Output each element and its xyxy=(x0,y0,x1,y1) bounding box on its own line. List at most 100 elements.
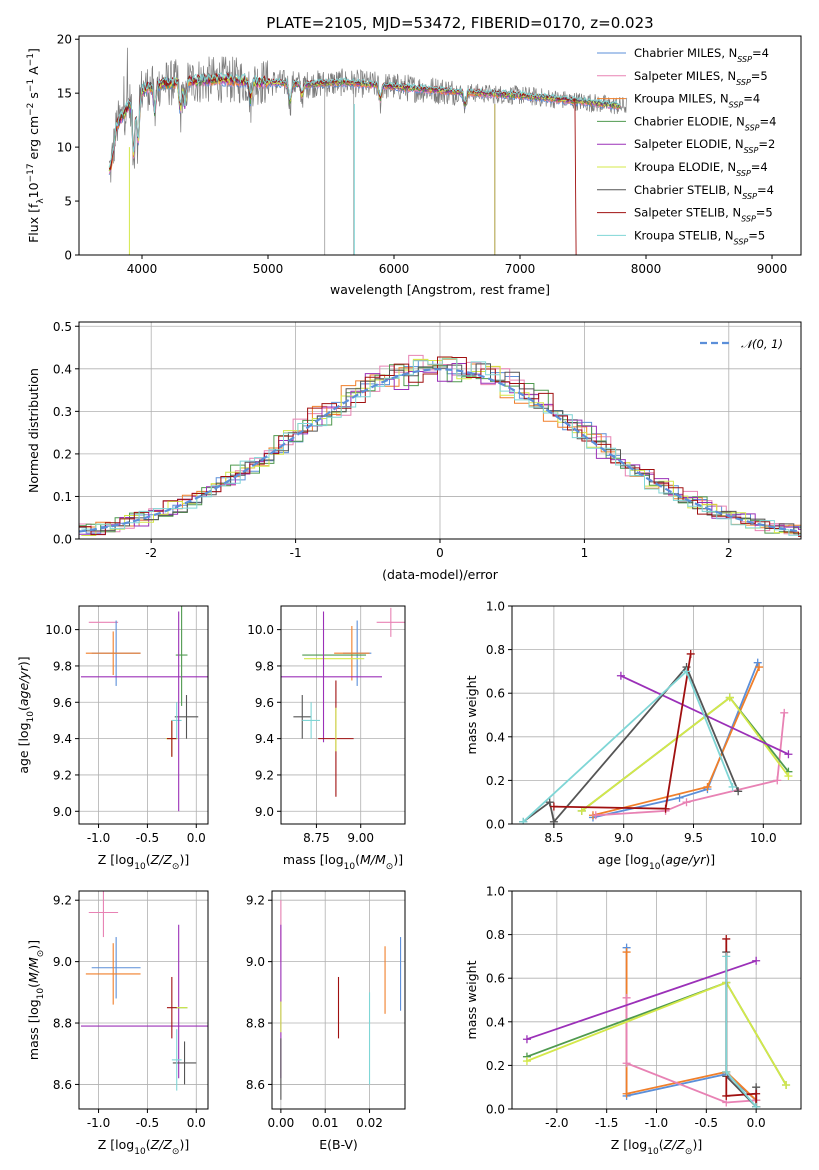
y-tick-label: 9.4 xyxy=(53,732,72,746)
y-tick-label: 9.8 xyxy=(255,659,274,673)
legend-entry: Chabrier MILES, NSSP=4 xyxy=(634,46,769,64)
y-tick-label: 0.8 xyxy=(486,928,505,942)
mass-weight-marker xyxy=(549,817,558,824)
y-tick-label: 0.4 xyxy=(53,362,72,376)
x-tick-label: -0.5 xyxy=(136,831,159,845)
y-tick-label: 0.5 xyxy=(53,320,72,334)
y-tick-label: 0.6 xyxy=(486,972,505,986)
y-tick-label: 0.1 xyxy=(53,490,72,504)
x-tick-label: -1.5 xyxy=(595,1116,618,1130)
mass-weight-marker xyxy=(577,806,586,815)
y-tick-label: 9.6 xyxy=(255,696,274,710)
spectrum-model-line xyxy=(108,72,577,255)
y-tick-label: 0.4 xyxy=(486,1015,505,1029)
mass-weight-line xyxy=(522,665,740,824)
x-tick-label: 8.75 xyxy=(303,831,330,845)
y-tick-label: 0.2 xyxy=(486,774,505,788)
age-vs-mass-points xyxy=(281,607,405,797)
observed-spectrum-line xyxy=(108,47,628,183)
residuals-xlabel: (data-model)/error xyxy=(382,567,499,582)
x-tick-label: 0.0 xyxy=(187,831,206,845)
legend-entry: Salpeter MILES, NSSP=5 xyxy=(634,69,768,87)
mass-weight-marker xyxy=(682,667,691,676)
spectrum-ylabel: Flux [fλ10−17 erg cm−2 s−1 A−1] xyxy=(26,48,46,243)
legend-entry: Chabrier ELODIE, NSSP=4 xyxy=(634,114,776,131)
x-tick-label: 4000 xyxy=(127,262,158,276)
y-tick-label: 0.0 xyxy=(53,533,72,547)
legend-entry: Kroupa ELODIE, NSSP=4 xyxy=(634,160,768,178)
mass-weight-marker xyxy=(755,663,764,672)
x-tick-label: -0.5 xyxy=(136,1116,159,1130)
mass-vs-Z-points xyxy=(80,891,208,1091)
spectrum-legend: Chabrier MILES, NSSP=4 Salpeter MILES, NS… xyxy=(597,46,776,246)
y-tick-label: 0 xyxy=(64,249,72,263)
spectrum-lines xyxy=(108,47,628,255)
residuals-ylabel: Normed distribution xyxy=(26,368,41,493)
spectrum-xlabel: wavelength [Angstrom, rest frame] xyxy=(330,282,550,297)
massweight-vs-Z-axes: -2.0 -1.5 -1.0 -0.5 0.0 0.0 0.2 0.4 0.6 0.8 1.0 xyxy=(486,885,801,1130)
mass-weight-marker xyxy=(622,993,631,1002)
x-tick-label: 10.0 xyxy=(750,831,777,845)
y-tick-label: 10 xyxy=(57,141,72,155)
y-tick-label: 9.6 xyxy=(53,696,72,710)
y-tick-label: 9.2 xyxy=(246,894,265,908)
spectrum-frame xyxy=(78,35,802,256)
x-tick-label: 0 xyxy=(436,546,444,560)
mass-weight-marker xyxy=(522,1057,531,1066)
y-tick-label: 8.6 xyxy=(53,1078,72,1092)
residual-histogram-step xyxy=(81,357,801,536)
mass-weight-line xyxy=(625,997,757,1104)
x-tick-label: 9.00 xyxy=(347,831,374,845)
spectrum-axes: 4000 5000 6000 7000 8000 9000 0 5 10 15 20 xyxy=(57,33,788,276)
residual-histograms xyxy=(79,354,801,537)
y-tick-label: 15 xyxy=(57,87,72,101)
mass-weight-marker xyxy=(728,782,737,791)
mass-weight-marker xyxy=(703,782,712,791)
age-vs-Z-points xyxy=(80,606,208,812)
x-tick-label: 0.00 xyxy=(268,1116,295,1130)
x-tick-label: 0.02 xyxy=(356,1116,383,1130)
age-vs-mass-frame xyxy=(280,605,406,825)
mass-weight-marker xyxy=(752,1089,761,1098)
mass-weight-marker xyxy=(622,948,631,957)
x-tick-label: 1 xyxy=(581,546,589,560)
y-tick-label: 9.8 xyxy=(53,659,72,673)
x-tick-label: 8.5 xyxy=(544,831,563,845)
massweight-vs-age-ylabel: mass weight xyxy=(464,675,479,754)
mass-weight-marker xyxy=(661,804,670,813)
legend-entry: Salpeter ELODIE, NSSP=2 xyxy=(634,137,775,155)
mass-weight-marker xyxy=(616,671,625,680)
gaussian-reference-line xyxy=(79,368,799,533)
age-vs-Z-xlabel: Z [log10(Z/Z⊙)] xyxy=(98,852,189,872)
massweight-vs-Z-ylabel: mass weight xyxy=(464,960,479,1039)
legend-entry: Salpeter STELIB, NSSP=5 xyxy=(634,206,773,224)
mass-weight-marker xyxy=(622,1059,631,1068)
mass-weight-marker xyxy=(753,658,762,667)
x-tick-label: -2 xyxy=(145,546,157,560)
spectrum-title: PLATE=2105, MJD=53472, FIBERID=0170, z=0… xyxy=(266,14,653,32)
mass-weight-line xyxy=(625,952,757,1101)
massweight-vs-Z-xlabel: Z [log10(Z/Z⊙)] xyxy=(611,1137,702,1157)
x-tick-label: 0.0 xyxy=(747,1116,766,1130)
massweight-vs-age-axes: 8.5 9.0 9.5 10.0 0.0 0.2 0.4 0.6 0.8 1.0 xyxy=(486,600,801,845)
mass-vs-EBV-axes: 0.00 0.01 0.02 8.6 8.8 9.0 9.2 xyxy=(246,891,405,1130)
y-tick-label: 0.0 xyxy=(486,818,505,832)
y-tick-label: 0.4 xyxy=(486,730,505,744)
y-tick-label: 8.6 xyxy=(246,1078,265,1092)
y-tick-label: 0.2 xyxy=(53,447,72,461)
mass-weight-marker xyxy=(752,956,761,965)
mass-vs-EBV-frame xyxy=(271,890,406,1110)
y-tick-label: 9.2 xyxy=(53,768,72,782)
mass-weight-marker xyxy=(752,1102,761,1109)
mass-weight-marker xyxy=(519,817,528,824)
spectrum-model-line xyxy=(108,72,621,168)
mass-weight-marker xyxy=(734,787,743,796)
mass-weight-marker xyxy=(722,952,731,961)
mass-vs-Z-axes: -1.0 -0.5 0.0 8.6 8.8 9.0 9.2 xyxy=(53,891,208,1130)
residual-histogram-step xyxy=(79,363,801,535)
x-tick-label: 5000 xyxy=(253,262,284,276)
y-tick-label: 9.0 xyxy=(53,805,72,819)
y-tick-label: 9.2 xyxy=(53,894,72,908)
y-tick-label: 0.3 xyxy=(53,405,72,419)
mass-vs-EBV-points xyxy=(280,900,402,1100)
